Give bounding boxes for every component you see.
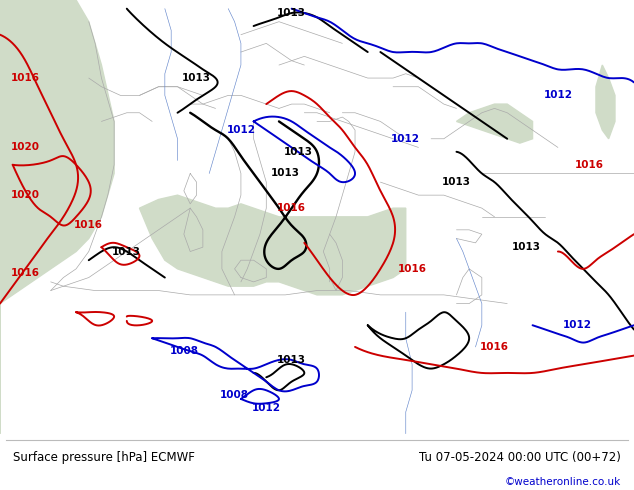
Polygon shape: [456, 104, 533, 143]
Text: ©weatheronline.co.uk: ©weatheronline.co.uk: [505, 477, 621, 487]
Polygon shape: [596, 65, 615, 139]
Text: Surface pressure [hPa] ECMWF: Surface pressure [hPa] ECMWF: [13, 451, 195, 464]
Text: 1012: 1012: [543, 90, 573, 100]
Text: 1013: 1013: [182, 73, 211, 83]
Text: 1013: 1013: [442, 177, 471, 187]
Text: 1012: 1012: [252, 403, 281, 413]
Polygon shape: [139, 195, 406, 295]
Text: 1012: 1012: [391, 134, 420, 144]
Text: 1012: 1012: [562, 320, 592, 330]
Text: 1008: 1008: [220, 390, 249, 400]
Text: 1020: 1020: [11, 190, 40, 200]
Text: 1016: 1016: [277, 203, 306, 213]
Text: 1016: 1016: [11, 73, 40, 83]
Text: 1013: 1013: [271, 169, 300, 178]
Text: Tu 07-05-2024 00:00 UTC (00+72): Tu 07-05-2024 00:00 UTC (00+72): [420, 451, 621, 464]
Polygon shape: [0, 0, 114, 434]
Text: 1020: 1020: [11, 143, 40, 152]
Text: 1013: 1013: [277, 8, 306, 18]
Text: 1016: 1016: [398, 264, 427, 274]
Text: 1016: 1016: [74, 220, 103, 230]
Text: 1013: 1013: [283, 147, 313, 157]
Text: 1013: 1013: [112, 246, 141, 257]
Text: 1013: 1013: [277, 355, 306, 365]
Text: 1013: 1013: [512, 242, 541, 252]
Text: 1008: 1008: [169, 346, 198, 356]
Text: 1016: 1016: [11, 268, 40, 278]
Text: 1012: 1012: [226, 125, 256, 135]
Text: 1016: 1016: [575, 160, 604, 170]
Text: 1016: 1016: [480, 342, 509, 352]
